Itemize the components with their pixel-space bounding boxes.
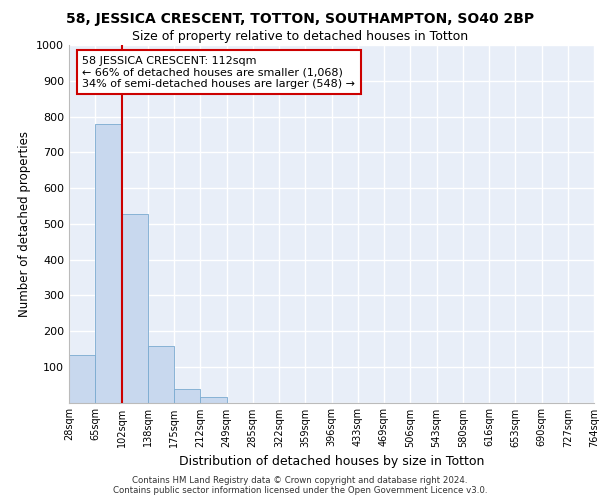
Text: 58, JESSICA CRESCENT, TOTTON, SOUTHAMPTON, SO40 2BP: 58, JESSICA CRESCENT, TOTTON, SOUTHAMPTO… bbox=[66, 12, 534, 26]
Bar bbox=[148, 346, 174, 403]
X-axis label: Distribution of detached houses by size in Totton: Distribution of detached houses by size … bbox=[179, 455, 484, 468]
Text: Contains public sector information licensed under the Open Government Licence v3: Contains public sector information licen… bbox=[113, 486, 487, 495]
Text: Contains HM Land Registry data © Crown copyright and database right 2024.: Contains HM Land Registry data © Crown c… bbox=[132, 476, 468, 485]
Bar bbox=[69, 355, 95, 403]
Bar bbox=[95, 124, 121, 402]
Bar bbox=[200, 398, 227, 402]
Bar bbox=[121, 214, 148, 402]
Bar bbox=[174, 390, 200, 402]
Y-axis label: Number of detached properties: Number of detached properties bbox=[17, 130, 31, 317]
Text: 58 JESSICA CRESCENT: 112sqm
← 66% of detached houses are smaller (1,068)
34% of : 58 JESSICA CRESCENT: 112sqm ← 66% of det… bbox=[82, 56, 355, 89]
Text: Size of property relative to detached houses in Totton: Size of property relative to detached ho… bbox=[132, 30, 468, 43]
